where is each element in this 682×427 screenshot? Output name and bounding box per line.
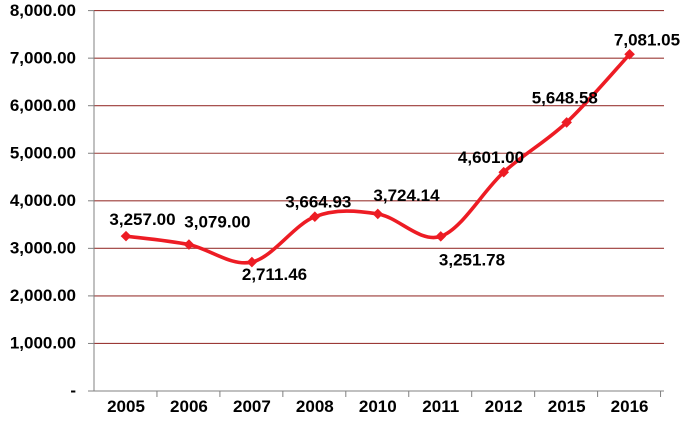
svg-text:4,000.00: 4,000.00 [10, 191, 76, 210]
svg-text:3,257.00: 3,257.00 [109, 210, 175, 229]
svg-text:2005: 2005 [107, 397, 145, 416]
svg-text:3,251.78: 3,251.78 [439, 250, 505, 269]
svg-text:2011: 2011 [422, 397, 459, 416]
svg-text:3,664.93: 3,664.93 [285, 192, 351, 211]
svg-text:2006: 2006 [170, 397, 208, 416]
svg-text:-: - [70, 381, 76, 400]
svg-text:2015: 2015 [548, 397, 586, 416]
svg-text:7,081.05: 7,081.05 [614, 31, 680, 50]
svg-text:1,000.00: 1,000.00 [10, 334, 76, 353]
svg-text:2010: 2010 [359, 397, 397, 416]
svg-text:2012: 2012 [485, 397, 523, 416]
svg-text:3,079.00: 3,079.00 [184, 213, 250, 232]
svg-text:2,711.46: 2,711.46 [242, 265, 307, 284]
svg-text:2007: 2007 [233, 397, 271, 416]
svg-text:2016: 2016 [611, 397, 649, 416]
svg-text:7,000.00: 7,000.00 [10, 49, 76, 68]
svg-text:5,648.58: 5,648.58 [532, 89, 598, 108]
svg-text:3,724.14: 3,724.14 [373, 186, 440, 205]
svg-text:2008: 2008 [296, 397, 334, 416]
svg-text:4,601.00: 4,601.00 [458, 148, 524, 167]
svg-text:3,000.00: 3,000.00 [10, 239, 76, 258]
svg-text:5,000.00: 5,000.00 [10, 144, 76, 163]
svg-text:6,000.00: 6,000.00 [10, 96, 76, 115]
svg-text:8,000.00: 8,000.00 [10, 1, 76, 20]
svg-text:2,000.00: 2,000.00 [10, 286, 76, 305]
